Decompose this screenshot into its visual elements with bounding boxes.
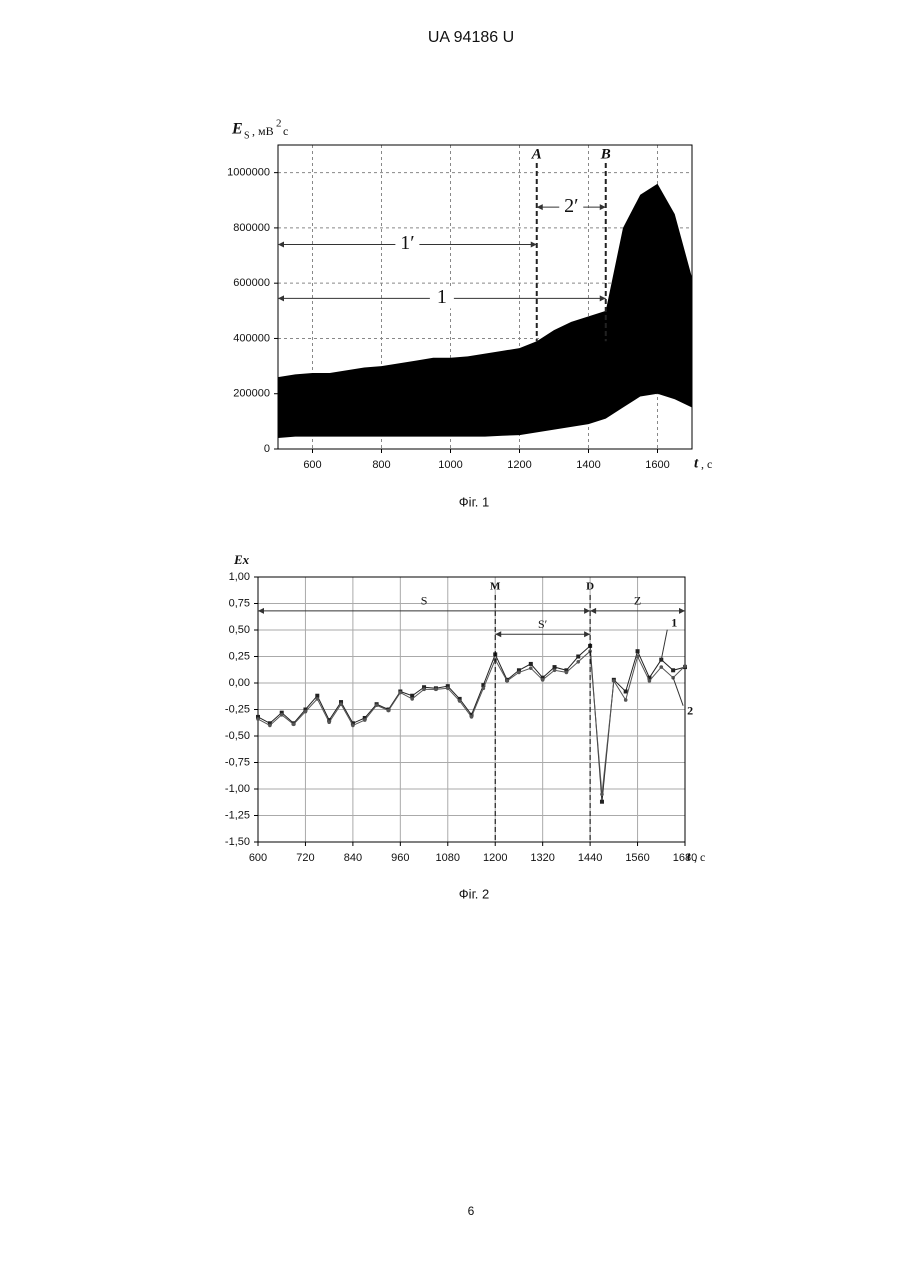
point xyxy=(576,660,580,664)
x-label-unit: , с xyxy=(701,457,712,471)
header: UA 94186 U xyxy=(428,29,514,46)
point xyxy=(683,664,687,668)
y-tick-label: 600000 xyxy=(233,277,270,289)
x-tick-label: 960 xyxy=(391,852,409,864)
y-tick-label: 800000 xyxy=(233,222,270,234)
page-number: 6 xyxy=(468,1204,475,1218)
range-label: S xyxy=(421,594,428,608)
point xyxy=(624,689,628,693)
point xyxy=(304,710,308,714)
point xyxy=(612,679,616,683)
point xyxy=(363,718,367,722)
point xyxy=(517,671,521,675)
y-label: E xyxy=(231,121,243,138)
y-tick-label: 0,50 xyxy=(229,624,250,636)
point xyxy=(470,715,474,719)
point xyxy=(280,713,284,717)
x-tick-label: 1600 xyxy=(645,459,669,471)
range-label: S′ xyxy=(538,617,548,631)
point xyxy=(327,720,331,724)
y-tick-label: 0,25 xyxy=(229,650,250,662)
point xyxy=(458,699,462,703)
x-tick-label: 1200 xyxy=(483,852,507,864)
page: UA 94186 U 6 020000040000060000080000010… xyxy=(0,0,901,1273)
x-tick-label: 1080 xyxy=(436,852,460,864)
x-tick-label: 800 xyxy=(372,459,390,471)
point xyxy=(339,702,343,706)
point xyxy=(600,793,604,797)
x-tick-label: 1560 xyxy=(625,852,649,864)
point xyxy=(553,668,557,672)
x-tick-label: 1400 xyxy=(576,459,600,471)
y-tick-label: 1,00 xyxy=(229,571,250,583)
range-label: Z xyxy=(634,594,641,608)
x-tick-label: 1000 xyxy=(438,459,462,471)
range-label: 2′ xyxy=(564,195,578,217)
y-tick-label: 0,75 xyxy=(229,597,250,609)
point xyxy=(268,724,272,728)
y-tick-label: -0,25 xyxy=(225,703,250,715)
y-label-unit2: с xyxy=(283,124,288,138)
y-tick-label: -0,50 xyxy=(225,730,250,742)
point xyxy=(256,717,260,721)
point xyxy=(482,687,486,691)
point xyxy=(648,679,652,683)
point xyxy=(565,671,569,675)
x-tick-label: 600 xyxy=(303,459,321,471)
point xyxy=(636,655,640,659)
y-tick-label: 400000 xyxy=(233,332,270,344)
y-tick-label: 0 xyxy=(264,443,270,455)
x-tick-label: 720 xyxy=(296,852,314,864)
range-label: 1′ xyxy=(400,232,414,254)
point xyxy=(671,668,675,672)
y-label-unit: , мВ xyxy=(252,124,274,138)
x-tick-label: 840 xyxy=(344,852,362,864)
point xyxy=(529,662,533,666)
x-tick-label: 1440 xyxy=(578,852,602,864)
figure-caption: Фіг. 2 xyxy=(459,886,489,901)
background xyxy=(0,0,901,1273)
point xyxy=(292,723,296,727)
point xyxy=(529,666,533,670)
point xyxy=(399,691,403,695)
y-label: Ex xyxy=(233,552,250,567)
marker-label: D xyxy=(586,581,594,593)
y-tick-label: -0,75 xyxy=(225,756,250,768)
x-tick-label: 1320 xyxy=(530,852,554,864)
point xyxy=(316,697,320,701)
y-tick-label: -1,00 xyxy=(225,783,250,795)
marker-label: M xyxy=(490,581,501,593)
point xyxy=(410,697,414,701)
y-tick-label: 200000 xyxy=(233,388,270,400)
point xyxy=(624,698,628,702)
x-label-unit: , с xyxy=(694,850,705,864)
marker-label: B xyxy=(600,146,611,162)
point xyxy=(446,687,450,691)
y-label-sub: S xyxy=(244,130,250,141)
point xyxy=(505,679,509,683)
point xyxy=(576,655,580,659)
point xyxy=(659,665,663,669)
y-tick-label: 1000000 xyxy=(227,167,270,179)
point xyxy=(636,649,640,653)
y-tick-label: 0,00 xyxy=(229,677,250,689)
range-label: 1 xyxy=(437,286,447,308)
y-label-sup: 2 xyxy=(276,118,282,130)
point xyxy=(541,678,545,682)
y-tick-label: -1,25 xyxy=(225,809,250,821)
marker-label: A xyxy=(531,146,542,162)
x-tick-label: 1200 xyxy=(507,459,531,471)
point xyxy=(375,703,379,707)
curve-label: 1 xyxy=(671,615,677,629)
point xyxy=(434,688,438,692)
figure-caption: Фіг. 1 xyxy=(459,494,489,509)
y-tick-label: -1,50 xyxy=(225,836,250,848)
point xyxy=(351,724,355,728)
point xyxy=(387,709,391,713)
curve-label: 2 xyxy=(687,703,693,717)
x-tick-label: 600 xyxy=(249,852,267,864)
point xyxy=(600,800,604,804)
point xyxy=(422,688,426,692)
